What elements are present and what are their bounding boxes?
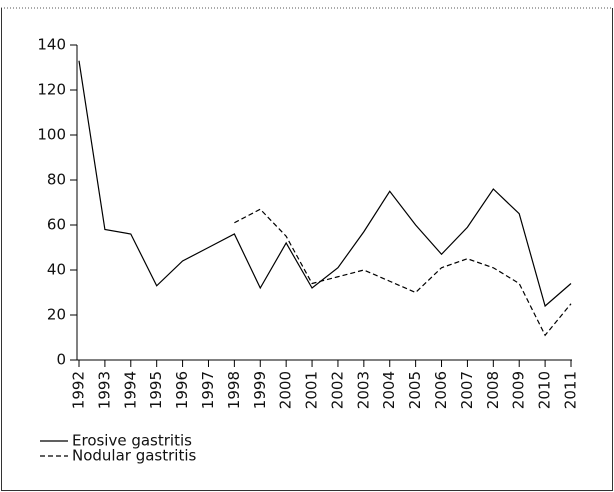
x-tick-label: 2003 [354, 371, 372, 409]
y-tick-label: 120 [37, 81, 66, 99]
x-tick-label: 2005 [406, 371, 424, 409]
legend-label: Erosive gastritis [72, 432, 192, 450]
y-tick-label: 0 [56, 351, 66, 369]
x-tick-label: 2004 [380, 371, 398, 409]
x-tick-label: 2001 [303, 371, 321, 409]
x-tick-label: 2008 [484, 371, 502, 409]
y-tick-label: 20 [47, 306, 66, 324]
series-line [234, 208, 572, 337]
y-tick-label: 140 [37, 36, 66, 54]
x-tick-label: 1993 [95, 371, 113, 409]
x-tick-label: 2006 [432, 371, 450, 409]
y-tick-label: 100 [37, 126, 66, 144]
x-tick-label: 1997 [199, 371, 217, 409]
x-tick-label: 2011 [562, 371, 580, 409]
x-tick-label: 2002 [328, 371, 346, 409]
x-tick-label: 1996 [173, 371, 191, 409]
x-tick-label: 2000 [277, 371, 295, 409]
series-line [78, 60, 572, 308]
x-tick-label: 1992 [70, 371, 88, 409]
y-tick-label: 60 [47, 216, 66, 234]
x-tick-label: 2010 [536, 371, 554, 409]
y-tick-label: 40 [47, 261, 66, 279]
x-tick-label: 1994 [121, 371, 139, 409]
legend-label: Nodular gastritis [72, 447, 197, 465]
x-tick-label: 1995 [147, 371, 165, 409]
y-tick-label: 80 [47, 171, 66, 189]
x-tick-label: 1998 [225, 371, 243, 409]
x-tick-label: 1999 [251, 371, 269, 409]
x-tick-label: 2009 [510, 371, 528, 409]
x-tick-label: 2007 [458, 371, 476, 409]
